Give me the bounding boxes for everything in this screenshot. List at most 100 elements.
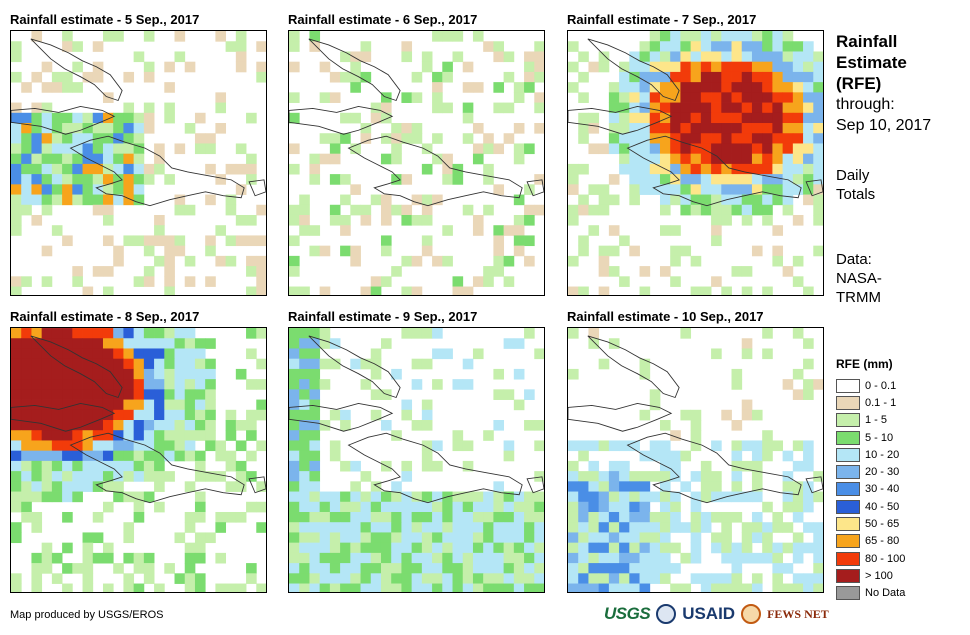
rainfall-cell [194, 409, 206, 421]
rainfall-map-sep9 [288, 327, 545, 593]
rainfall-cell [751, 184, 763, 195]
rainfall-cell [154, 379, 165, 390]
rainfall-cell [41, 276, 53, 287]
rainfall-cell [370, 573, 382, 584]
rainfall-cell [340, 420, 351, 431]
rainfall-cell [411, 501, 423, 513]
rainfall-cell [123, 71, 135, 83]
rainfall-cell [31, 102, 43, 114]
rainfall-cell [184, 358, 196, 370]
rainfall-cell [113, 338, 124, 349]
rainfall-cell [772, 123, 784, 134]
rainfall-cell [82, 460, 94, 472]
rainfall-cell [731, 491, 743, 503]
rainfall-cell [619, 471, 630, 482]
rainfall-cell [194, 450, 206, 462]
rainfall-cell [82, 112, 94, 124]
rainfall-cell [639, 71, 651, 83]
rainfall-cell [792, 71, 804, 83]
rainfall-cell [401, 563, 413, 574]
rainfall-cell [649, 471, 661, 482]
rainfall-cell [483, 501, 494, 513]
rainfall-cell [62, 481, 73, 492]
rainfall-cell [782, 31, 794, 42]
rainfall-cell [741, 348, 753, 360]
rainfall-cell [184, 409, 196, 421]
rainfall-cell [524, 491, 535, 503]
rainfall-cell [235, 460, 247, 472]
rainfall-cell [11, 399, 22, 411]
rainfall-cell [154, 440, 165, 452]
rainfall-cell [598, 266, 610, 277]
rainfall-cell [524, 389, 535, 400]
rainfall-cell [503, 552, 515, 564]
rainfall-cell [721, 153, 732, 165]
rainfall-cell [309, 174, 321, 185]
rainfall-cell [442, 563, 453, 574]
rainfall-cell [690, 92, 702, 103]
rainfall-cell [256, 328, 266, 339]
rainfall-cell [792, 532, 804, 544]
rainfall-cell [256, 522, 266, 533]
rainfall-cell [524, 71, 535, 83]
rainfall-cell [741, 133, 753, 144]
rainfall-cell [154, 420, 165, 431]
rainfall-cell [102, 143, 114, 155]
rainfall-cell [184, 450, 196, 462]
rainfall-cell [452, 511, 464, 523]
rainfall-cell [711, 511, 722, 523]
rainfall-cell [113, 174, 124, 185]
rainfall-cell [731, 92, 743, 103]
rainfall-cell [452, 286, 464, 295]
rainfall-cell [194, 389, 206, 400]
rainfall-cell [11, 460, 22, 472]
rainfall-cell [256, 409, 266, 421]
rainfall-cell [629, 522, 640, 533]
rainfall-cell [700, 71, 712, 83]
map-canvas [568, 31, 823, 295]
legend-item: > 100 [836, 567, 905, 584]
rainfall-cell [370, 368, 382, 380]
rainfall-cell [194, 573, 206, 584]
rainfall-cell [246, 573, 257, 584]
rainfall-cell [751, 481, 763, 492]
rainfall-cell [154, 450, 165, 462]
rainfall-cell [370, 501, 382, 513]
rainfall-cell [51, 358, 63, 370]
rainfall-cell [751, 163, 763, 175]
rainfall-cell [534, 174, 544, 185]
rainfall-cell [133, 276, 145, 287]
rainfall-cell [588, 552, 600, 564]
rainfall-cell [380, 276, 392, 287]
rainfall-cell [246, 501, 257, 513]
rainfall-cell [350, 358, 361, 370]
rainfall-cell [432, 532, 443, 544]
rainfall-cell [731, 82, 743, 93]
rainfall-cell [751, 460, 763, 472]
rainfall-cell [670, 163, 681, 175]
legend-swatch [836, 482, 860, 497]
rainfall-cell [62, 31, 73, 42]
rainfall-cell [340, 112, 351, 124]
rainfall-cell [421, 61, 433, 73]
rainfall-cell [113, 471, 124, 482]
rainfall-cell [421, 399, 433, 411]
rainfall-cell [432, 542, 443, 554]
rainfall-cell [721, 82, 732, 93]
rainfall-cell [629, 481, 640, 492]
rainfall-cell [21, 440, 32, 452]
rainfall-cell [370, 481, 382, 492]
rainfall-cell [680, 481, 692, 492]
rainfall-cell [792, 184, 804, 195]
rainfall-cell [659, 440, 671, 452]
rainfall-cell [483, 552, 494, 564]
rainfall-cell [360, 501, 372, 513]
rainfall-cell [680, 153, 692, 165]
rainfall-cell [215, 92, 227, 103]
rainfall-cell [421, 573, 433, 584]
rainfall-cell [442, 501, 453, 513]
rainfall-cell [432, 522, 443, 533]
rainfall-cell [380, 552, 392, 564]
rainfall-cell [72, 450, 83, 462]
rainfall-cell [772, 71, 784, 83]
